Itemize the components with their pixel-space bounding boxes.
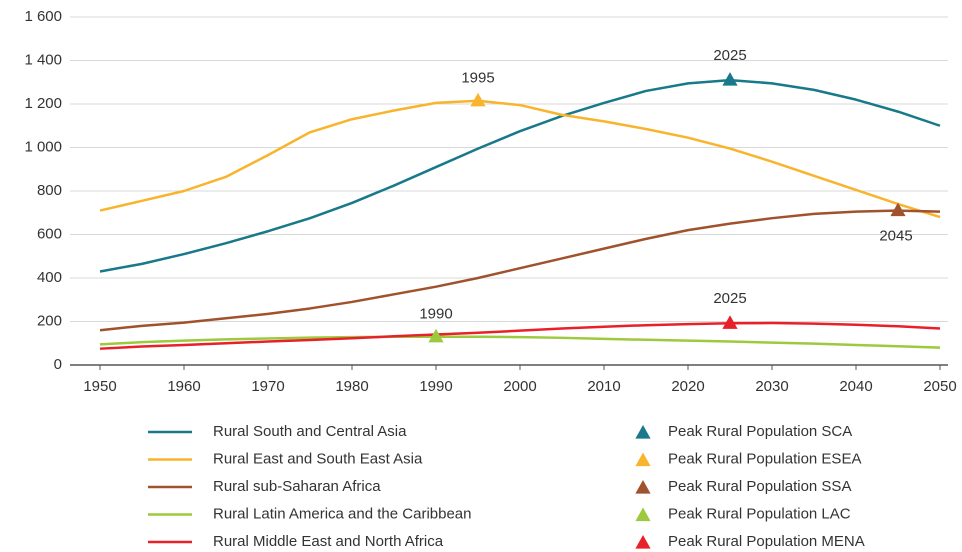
y-tick-label: 1 400 xyxy=(24,51,62,68)
legend-marker xyxy=(635,535,651,549)
legend-marker xyxy=(635,452,651,467)
legend-label: Peak Rural Population LAC xyxy=(668,505,851,522)
x-tick-label: 2030 xyxy=(755,378,788,395)
peak-marker xyxy=(722,315,738,329)
legend-label: Rural Latin America and the Caribbean xyxy=(213,505,472,522)
line-series xyxy=(99,99,941,219)
legend-label: Rural South and Central Asia xyxy=(213,423,407,440)
x-tick-label: 2020 xyxy=(671,378,704,395)
y-tick-label: 400 xyxy=(37,269,62,286)
line-series xyxy=(99,335,941,349)
peak-label: 1990 xyxy=(419,306,452,323)
peak-label: 2045 xyxy=(879,228,912,245)
peak-marker xyxy=(428,328,444,343)
legend-label: Rural sub-Saharan Africa xyxy=(213,478,381,495)
y-tick-label: 800 xyxy=(37,182,62,199)
y-tick-label: 1 200 xyxy=(24,95,62,112)
y-tick-label: 600 xyxy=(37,225,62,242)
legend-label: Peak Rural Population SCA xyxy=(668,423,852,440)
x-tick-label: 1960 xyxy=(167,378,200,395)
x-tick-label: 2040 xyxy=(839,378,872,395)
x-tick-label: 1990 xyxy=(419,378,452,395)
legend-label: Peak Rural Population SSA xyxy=(668,478,851,495)
peak-label: 1995 xyxy=(461,70,494,87)
x-tick-label: 2010 xyxy=(587,378,620,395)
y-tick-label: 200 xyxy=(37,312,62,329)
line-series xyxy=(99,321,941,350)
peak-marker xyxy=(470,92,486,107)
legend-label: Rural East and South East Asia xyxy=(213,450,423,467)
peak-label: 2025 xyxy=(713,47,746,64)
legend-label: Peak Rural Population MENA xyxy=(668,533,865,550)
x-tick-label: 1980 xyxy=(335,378,368,395)
x-tick-label: 1970 xyxy=(251,378,284,395)
x-tick-label: 2000 xyxy=(503,378,536,395)
legend-marker xyxy=(635,480,651,494)
peak-label: 2025 xyxy=(713,290,746,307)
line-series xyxy=(99,78,941,273)
legend-label: Peak Rural Population ESEA xyxy=(668,450,861,467)
y-tick-label: 1 600 xyxy=(24,8,62,25)
x-tick-label: 2050 xyxy=(923,378,956,395)
line-series xyxy=(99,209,941,332)
y-tick-label: 0 xyxy=(54,356,62,373)
peak-marker xyxy=(722,72,738,86)
peak-marker xyxy=(890,202,906,217)
x-tick-label: 1950 xyxy=(83,378,116,395)
legend-marker xyxy=(635,507,651,522)
legend-label: Rural Middle East and North Africa xyxy=(213,533,444,550)
legend-marker xyxy=(635,425,651,439)
y-tick-label: 1 000 xyxy=(24,138,62,155)
